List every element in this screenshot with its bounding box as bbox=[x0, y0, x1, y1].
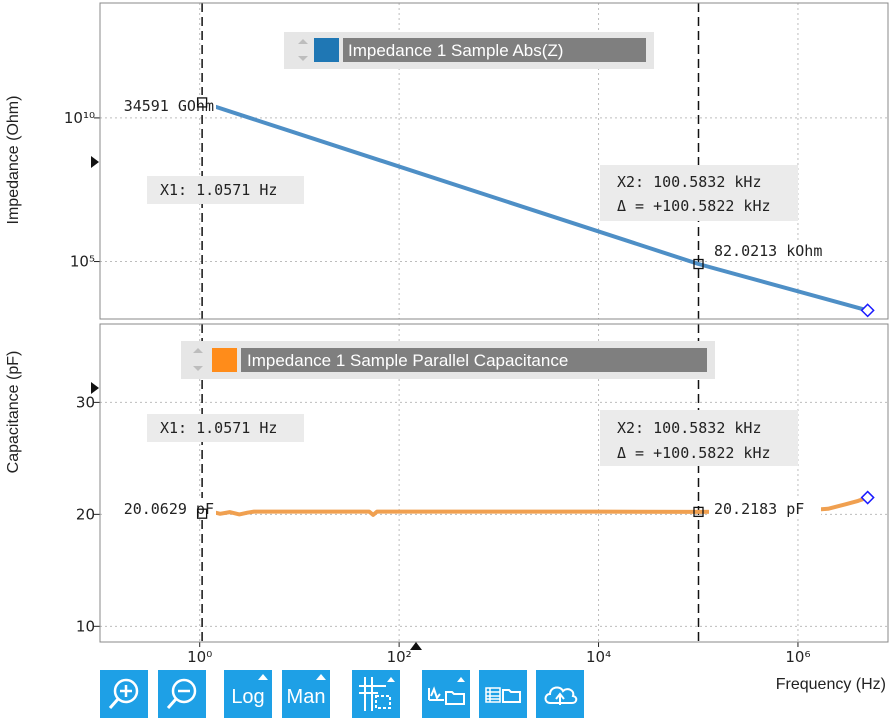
impedance-delta-text: Δ = +100.5822 kHz bbox=[617, 197, 771, 215]
impedance-x1-value: 34591 GOhm bbox=[124, 97, 214, 115]
log-scale-button[interactable]: Log bbox=[224, 670, 272, 718]
capacitance-panel-frame bbox=[99, 323, 889, 643]
zoom-out-button[interactable] bbox=[158, 670, 206, 718]
cursor-point-marker bbox=[693, 506, 704, 518]
impedance-x1-box bbox=[147, 176, 304, 204]
sort-up-icon[interactable] bbox=[298, 39, 308, 44]
impedance-legend-label-bg bbox=[343, 38, 646, 62]
capacitance-legend[interactable]: Impedance 1 Sample Parallel Capacitance bbox=[181, 341, 715, 379]
capacitance-x1-text: X1: 1.0571 Hz bbox=[160, 419, 277, 437]
impedance-axis-handle[interactable] bbox=[91, 156, 99, 168]
load-waveform-button[interactable] bbox=[422, 670, 470, 718]
capacitance-legend-label: Impedance 1 Sample Parallel Capacitance bbox=[247, 351, 568, 370]
zoom-in-icon bbox=[108, 678, 139, 709]
capacitance-x2-box bbox=[600, 410, 798, 466]
cursor-point-marker bbox=[196, 97, 208, 108]
capacitance-legend-label-bg bbox=[241, 348, 707, 372]
capacitance-axis-title: Capacitance (pF) bbox=[5, 351, 22, 474]
impedance-legend-label: Impedance 1 Sample Abs(Z) bbox=[348, 41, 563, 60]
manual-range-label: Man bbox=[286, 685, 326, 708]
dropdown-arrow-icon bbox=[258, 674, 268, 680]
series-end-marker bbox=[860, 490, 875, 505]
zoom-out-icon bbox=[166, 678, 197, 709]
table-folder-icon bbox=[485, 687, 521, 703]
cloud-upload-button[interactable] bbox=[536, 670, 584, 718]
impedance-x2-text: X2: 100.5832 kHz bbox=[617, 173, 762, 191]
y-tick-label: 10⁵ bbox=[70, 253, 95, 271]
sort-down-icon[interactable] bbox=[298, 56, 308, 61]
impedance-panel-frame bbox=[99, 2, 889, 320]
dropdown-arrow-icon bbox=[316, 674, 326, 680]
y-tick-label: 10¹⁰ bbox=[64, 109, 95, 127]
impedance-x2-box bbox=[600, 165, 798, 221]
frequency-axis-title: Frequency (Hz) bbox=[776, 676, 886, 693]
capacitance-x2-text: X2: 100.5832 kHz bbox=[617, 419, 762, 437]
capacitance-legend-swatch bbox=[212, 348, 237, 372]
x-tick-label: 10⁴ bbox=[586, 648, 611, 666]
waveform-folder-icon bbox=[428, 677, 465, 705]
impedance-legend-swatch bbox=[314, 38, 339, 62]
cursor-point-marker bbox=[196, 508, 208, 519]
x-tick-label: 10⁰ bbox=[187, 648, 212, 666]
capacitance-x1-box bbox=[147, 414, 304, 442]
cloud-upload-icon bbox=[544, 686, 578, 705]
series-line bbox=[200, 100, 870, 313]
cursors-icon bbox=[359, 677, 395, 711]
impedance-legend[interactable]: Impedance 1 Sample Abs(Z) bbox=[284, 32, 654, 69]
capacitance-delta-text: Δ = +100.5822 kHz bbox=[617, 444, 771, 462]
impedance-x1-text: X1: 1.0571 Hz bbox=[160, 181, 277, 199]
y-tick-label: 10 bbox=[76, 617, 95, 635]
impedance-axis-title: Impedance (Ohm) bbox=[5, 96, 22, 225]
manual-range-button[interactable]: Man bbox=[282, 670, 330, 718]
sort-down-icon[interactable] bbox=[193, 366, 203, 371]
capacitance-axis-handle[interactable] bbox=[91, 382, 99, 394]
x-tick-label: 10⁶ bbox=[785, 648, 810, 666]
impedance-x2-value: 82.0213 kOhm bbox=[714, 242, 822, 260]
frequency-axis-handle[interactable] bbox=[410, 642, 422, 650]
capacitance-x1-value: 20.0629 pF bbox=[124, 500, 214, 518]
y-tick-label: 30 bbox=[76, 393, 95, 411]
capacitance-x2-value: 20.2183 pF bbox=[714, 500, 804, 518]
cursors-button[interactable] bbox=[352, 670, 400, 718]
load-table-button[interactable] bbox=[479, 670, 527, 718]
zoom-in-button[interactable] bbox=[100, 670, 148, 718]
x-tick-label: 10² bbox=[387, 648, 412, 666]
cursor-point-marker bbox=[693, 258, 704, 270]
sort-up-icon[interactable] bbox=[193, 348, 203, 353]
y-tick-label: 20 bbox=[76, 505, 95, 523]
log-scale-label: Log bbox=[231, 685, 265, 708]
series-end-marker bbox=[860, 303, 875, 318]
